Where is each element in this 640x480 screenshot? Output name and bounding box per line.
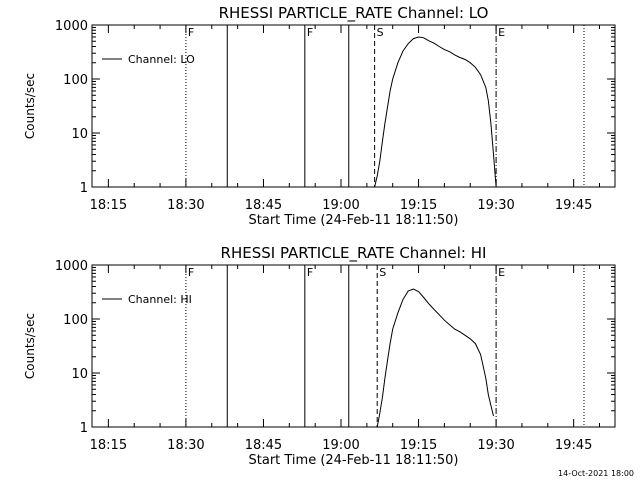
plot-frame [91,264,616,428]
y-tick-label: 1000 [55,259,88,274]
panel-hi: RHESSI PARTICLE_RATE Channel: HI Counts/s… [23,244,616,468]
y-tick-label: 100 [63,313,88,328]
chart-title: RHESSI PARTICLE_RATE Channel: LO [219,4,489,23]
y-tick-label: 100 [63,73,88,88]
y-axis-label: Counts/sec [23,73,37,139]
x-tick-label: 19:45 [555,438,592,453]
y-tick-label: 1000 [55,19,88,34]
x-tick-label: 19:15 [400,438,437,453]
panel-lo: RHESSI PARTICLE_RATE Channel: LO Counts/s… [23,4,616,228]
x-tick-label: 18:15 [90,198,127,213]
event-marker-label: F [307,26,313,39]
event-marker-label: F [307,266,313,279]
y-tick-label: 1 [80,181,88,196]
x-tick-label: 19:30 [477,438,514,453]
event-marker-label: S [377,26,384,39]
x-tick-label: 18:45 [245,198,282,213]
x-tick-label: 18:45 [245,438,282,453]
x-tick-label: 18:30 [167,438,204,453]
x-axis-label: Start Time (24-Feb-11 18:11:50) [249,453,459,468]
series-line [374,36,497,188]
x-tick-label: 19:00 [322,198,359,213]
chart-title: RHESSI PARTICLE_RATE Channel: HI [221,244,487,263]
event-marker-label: F [188,266,194,279]
event-marker-label: E [498,26,505,39]
x-tick-label: 19:00 [322,438,359,453]
x-tick-label: 19:45 [555,198,592,213]
series-line [376,288,494,428]
y-tick-label: 1 [80,421,88,436]
event-marker-label: E [498,266,505,279]
x-axis-label: Start Time (24-Feb-11 18:11:50) [249,213,459,228]
legend-label: Channel: HI [128,293,192,306]
y-axis-label: Counts/sec [23,313,37,379]
x-tick-label: 18:30 [167,198,204,213]
y-tick-label: 10 [71,127,88,142]
legend-label: Channel: LO [128,53,195,66]
x-tick-label: 19:15 [400,198,437,213]
plot-frame [91,24,616,188]
x-tick-label: 18:15 [90,438,127,453]
event-marker-label: S [379,266,386,279]
x-tick-label: 19:30 [477,198,514,213]
y-tick-label: 10 [71,367,88,382]
timestamp-footer: 14-Oct-2021 18:00 [558,469,634,478]
event-marker-label: F [188,26,194,39]
